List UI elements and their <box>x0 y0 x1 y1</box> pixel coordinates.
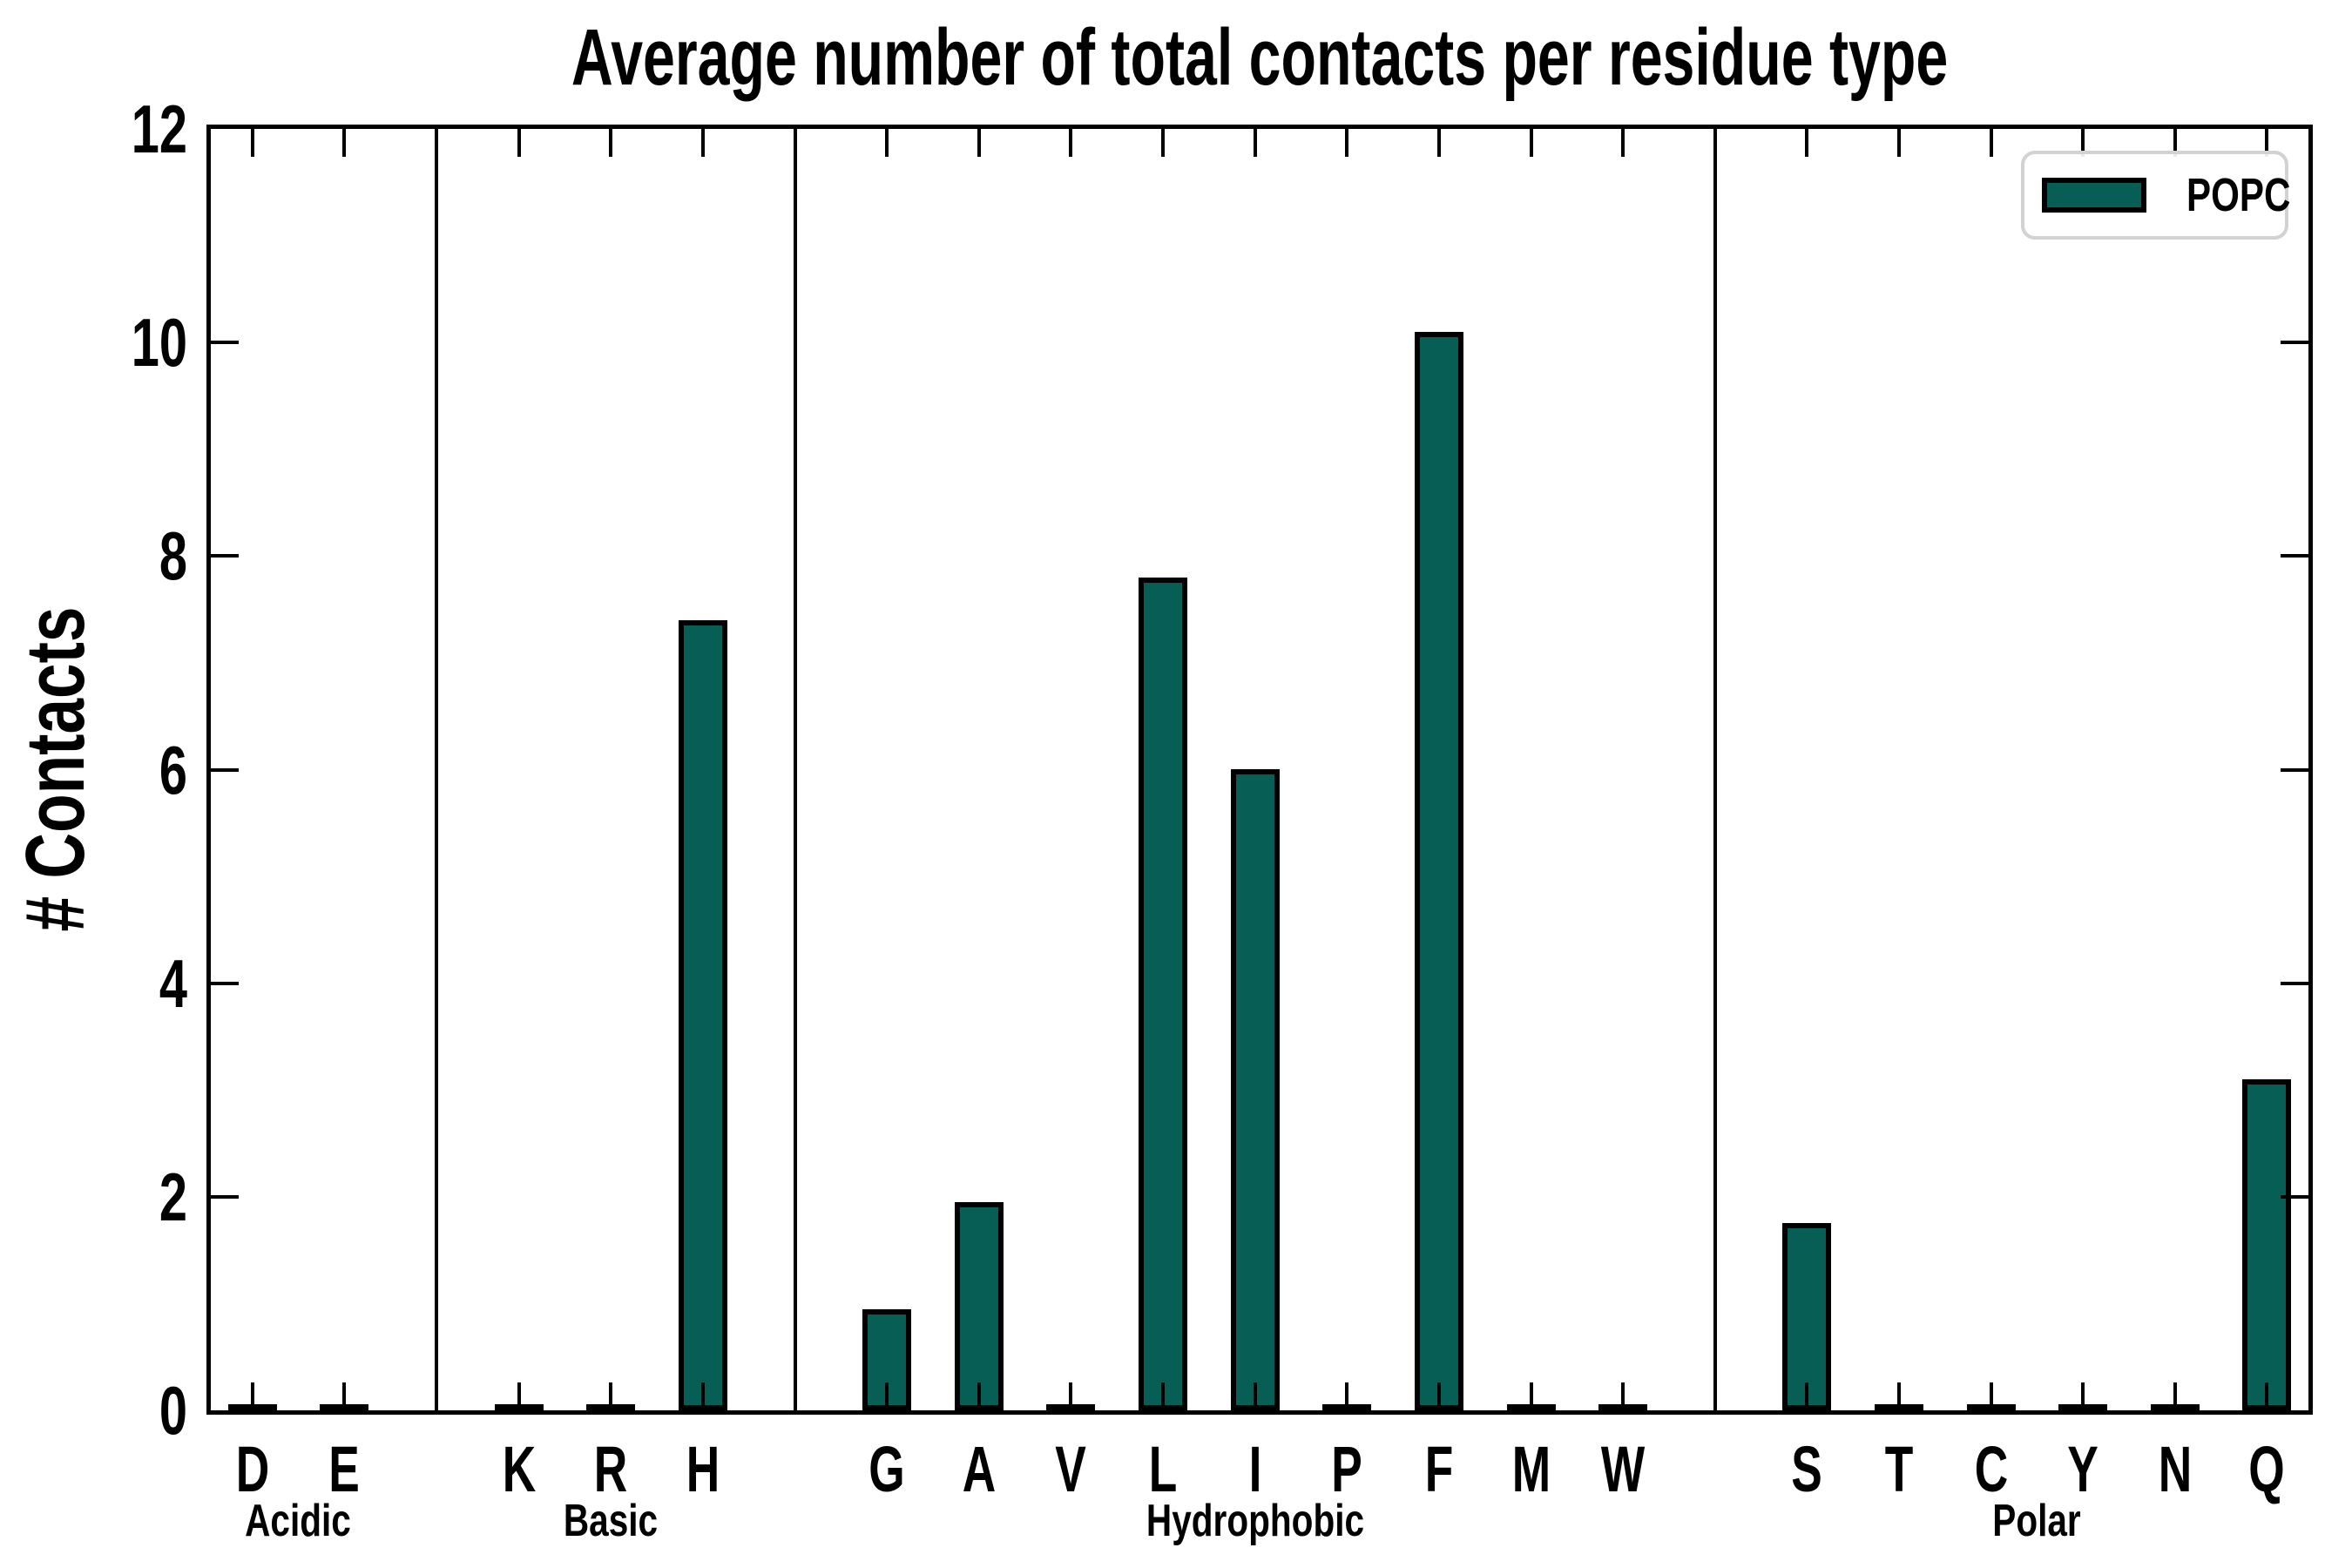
y-tick-label-8: 8 <box>159 517 187 594</box>
x-tick-bottom-N <box>2173 1382 2177 1410</box>
legend-swatch <box>2042 178 2146 213</box>
y-tick-right-8 <box>2281 554 2308 558</box>
x-tick-top-Q <box>2265 129 2269 157</box>
x-tick-bottom-M <box>1529 1382 1533 1410</box>
x-tick-label-R: R <box>594 1433 628 1505</box>
x-tick-label-T: T <box>1884 1433 1914 1505</box>
bar-H <box>679 620 728 1410</box>
x-tick-label-C: C <box>1974 1433 2008 1505</box>
x-tick-bottom-Y <box>2081 1382 2085 1410</box>
x-tick-bottom-R <box>609 1382 613 1410</box>
y-tick-left-4 <box>211 981 239 985</box>
y-tick-label-4: 4 <box>159 945 187 1022</box>
x-tick-bottom-Q <box>2265 1382 2269 1410</box>
y-tick-label-0: 0 <box>159 1372 187 1449</box>
x-tick-top-T <box>1897 129 1902 157</box>
x-tick-label-I: I <box>1248 1433 1262 1505</box>
x-tick-label-H: H <box>686 1433 720 1505</box>
bar-Q <box>2242 1079 2292 1410</box>
group-label-polar: Polar <box>1992 1496 2082 1546</box>
x-tick-top-P <box>1345 129 1349 157</box>
x-tick-bottom-T <box>1897 1382 1902 1410</box>
y-tick-label-10: 10 <box>131 304 187 381</box>
x-tick-bottom-F <box>1436 1382 1441 1410</box>
bar-I <box>1230 769 1280 1410</box>
x-tick-top-C <box>1989 129 1993 157</box>
x-tick-top-G <box>885 129 889 157</box>
plot-area <box>206 125 2313 1415</box>
y-tick-label-6: 6 <box>159 732 187 808</box>
x-tick-label-P: P <box>1331 1433 1363 1505</box>
x-tick-label-Q: Q <box>2248 1433 2286 1505</box>
bar-S <box>1782 1223 1832 1410</box>
x-tick-top-F <box>1436 129 1441 157</box>
y-tick-left-6 <box>211 767 239 772</box>
legend: POPC <box>2021 151 2291 240</box>
x-tick-label-Y: Y <box>2067 1433 2099 1505</box>
x-tick-bottom-E <box>342 1382 347 1410</box>
x-tick-top-A <box>977 129 981 157</box>
x-tick-top-K <box>517 129 521 157</box>
y-tick-right-10 <box>2281 341 2308 345</box>
x-tick-bottom-H <box>701 1382 706 1410</box>
bar-F <box>1414 332 1463 1410</box>
bar-L <box>1139 578 1188 1410</box>
legend-label: POPC <box>2186 169 2291 221</box>
x-tick-top-M <box>1529 129 1533 157</box>
y-tick-left-2 <box>211 1194 239 1199</box>
x-tick-bottom-D <box>250 1382 254 1410</box>
x-tick-bottom-V <box>1069 1382 1073 1410</box>
x-tick-label-A: A <box>962 1433 997 1505</box>
x-tick-bottom-G <box>885 1382 889 1410</box>
x-tick-bottom-K <box>517 1382 521 1410</box>
x-tick-bottom-L <box>1161 1382 1166 1410</box>
bar-A <box>954 1202 1004 1410</box>
group-label-hydrophobic: Hydrophobic <box>1146 1496 1364 1546</box>
x-tick-bottom-C <box>1989 1382 1993 1410</box>
x-tick-label-L: L <box>1148 1433 1178 1505</box>
y-tick-label-2: 2 <box>159 1159 187 1235</box>
x-tick-bottom-A <box>977 1382 981 1410</box>
x-tick-top-V <box>1069 129 1073 157</box>
chart-title: Average number of total contacts per res… <box>571 13 1949 102</box>
x-tick-top-E <box>342 129 347 157</box>
y-tick-right-2 <box>2281 1194 2308 1199</box>
x-tick-top-D <box>250 129 254 157</box>
x-tick-top-R <box>609 129 613 157</box>
x-tick-label-N: N <box>2158 1433 2193 1505</box>
x-tick-bottom-S <box>1805 1382 1809 1410</box>
x-tick-label-M: M <box>1511 1433 1551 1505</box>
x-tick-top-N <box>2173 129 2177 157</box>
x-tick-top-W <box>1621 129 1625 157</box>
x-tick-top-I <box>1253 129 1257 157</box>
y-tick-right-4 <box>2281 981 2308 985</box>
y-tick-right-6 <box>2281 767 2308 772</box>
x-tick-label-F: F <box>1424 1433 1454 1505</box>
x-tick-label-V: V <box>1055 1433 1087 1505</box>
y-tick-left-8 <box>211 554 239 558</box>
group-divider <box>434 129 438 1410</box>
x-tick-label-S: S <box>1791 1433 1823 1505</box>
x-tick-top-S <box>1805 129 1809 157</box>
x-tick-label-G: G <box>868 1433 905 1505</box>
x-tick-label-K: K <box>502 1433 537 1505</box>
x-tick-bottom-W <box>1621 1382 1625 1410</box>
y-tick-left-10 <box>211 341 239 345</box>
x-tick-top-H <box>701 129 706 157</box>
group-divider <box>1713 129 1717 1410</box>
x-tick-label-W: W <box>1601 1433 1646 1505</box>
y-tick-label-12: 12 <box>131 91 187 167</box>
x-tick-top-Y <box>2081 129 2085 157</box>
x-tick-label-E: E <box>328 1433 360 1505</box>
x-tick-top-L <box>1161 129 1166 157</box>
x-tick-bottom-P <box>1345 1382 1349 1410</box>
group-label-acidic: Acidic <box>245 1496 352 1546</box>
x-tick-bottom-I <box>1253 1382 1257 1410</box>
group-divider <box>793 129 797 1410</box>
x-tick-label-D: D <box>235 1433 269 1505</box>
group-label-basic: Basic <box>564 1496 659 1546</box>
